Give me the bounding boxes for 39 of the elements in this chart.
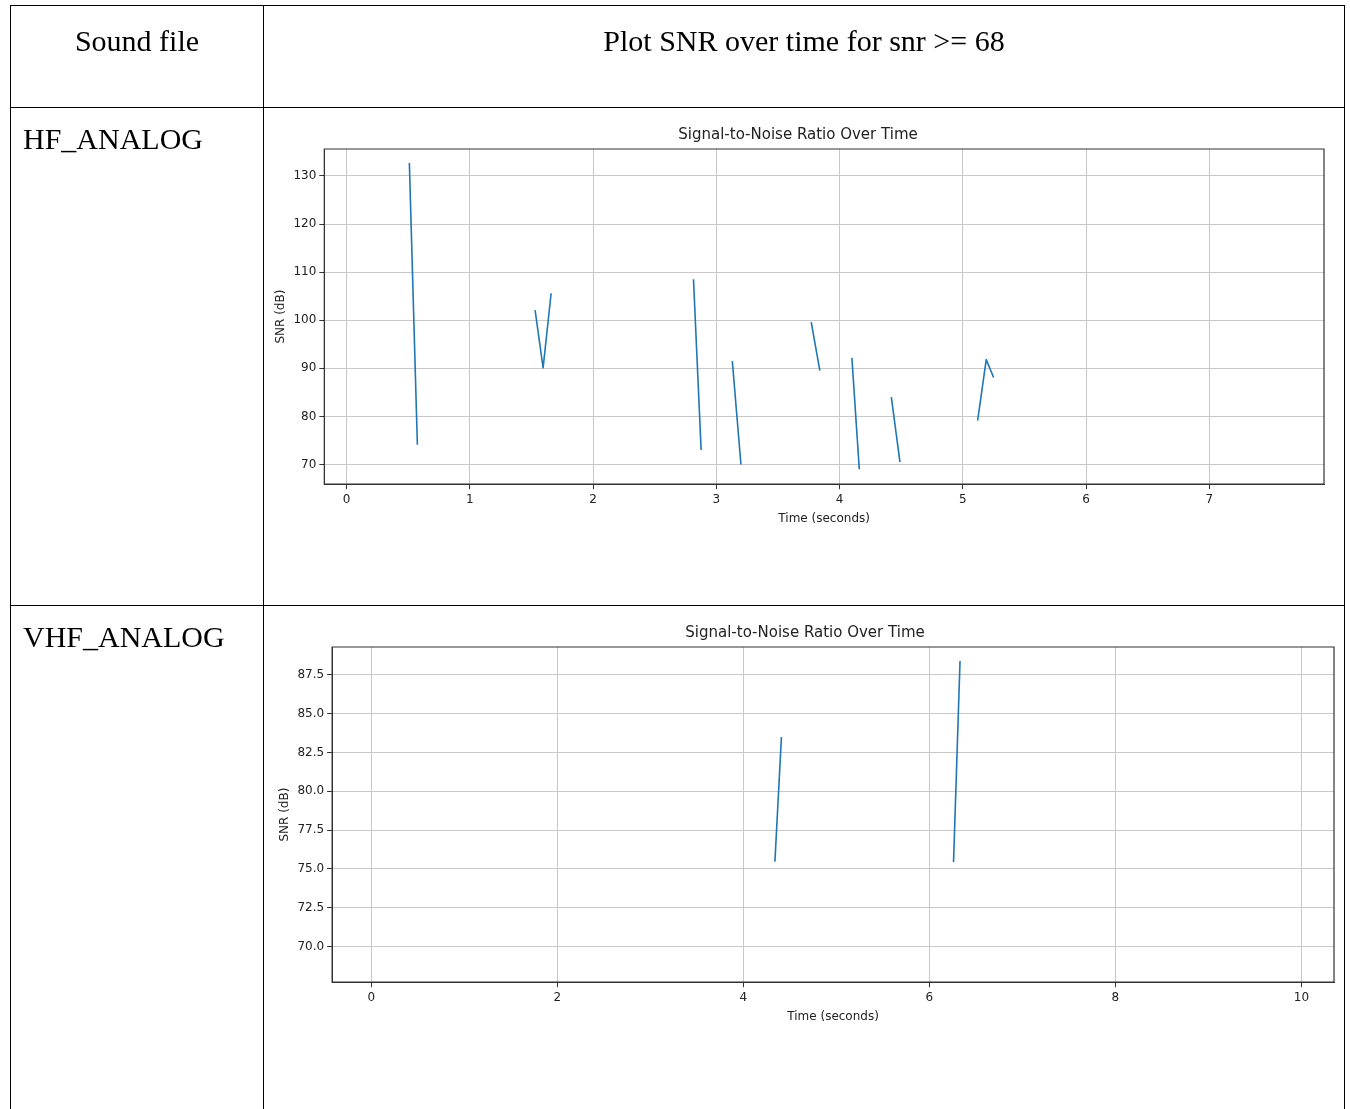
- x-tick-label: 7: [1205, 491, 1214, 506]
- y-tick-label: 75.0: [297, 861, 325, 876]
- text: Plot SNR over time for snr >= 68: [263, 5, 1345, 108]
- x-tick-label: 2: [553, 989, 562, 1004]
- text: HF_ANALOG: [10, 107, 264, 606]
- y-tick-label: 70.0: [297, 938, 325, 953]
- x-tick-label: 5: [959, 491, 967, 506]
- x-axis-title: Time (seconds): [777, 510, 870, 525]
- x-tick-label: 0: [342, 491, 351, 506]
- y-tick-label: 77.5: [297, 822, 325, 837]
- x-tick-label: 10: [1293, 989, 1310, 1004]
- x-tick-label: 6: [925, 989, 934, 1004]
- y-tick-label: 80: [301, 408, 317, 423]
- x-tick-label: 4: [739, 989, 748, 1004]
- x-tick-label: 3: [712, 491, 721, 506]
- y-tick-label: 130: [293, 168, 317, 183]
- y-tick-label: 70: [301, 456, 317, 471]
- chart-title: Signal-to-Noise Ratio Over Time: [685, 622, 925, 641]
- x-tick-label: 0: [367, 989, 376, 1004]
- x-tick-label: 6: [1082, 491, 1090, 506]
- y-tick-label: 87.5: [297, 667, 325, 682]
- y-tick-label: 90: [301, 360, 317, 375]
- x-axis-title: Time (seconds): [786, 1008, 879, 1023]
- y-axis-title: SNR (dB): [273, 289, 288, 344]
- y-tick-label: 72.5: [297, 899, 325, 914]
- x-tick-label: 2: [589, 491, 597, 506]
- y-tick-label: 120: [293, 216, 317, 231]
- y-tick-label: 85.0: [297, 705, 325, 720]
- x-tick-label: 8: [1111, 989, 1120, 1004]
- text: VHF_ANALOG: [10, 605, 264, 1109]
- x-tick-label: 4: [835, 491, 844, 506]
- y-tick-label: 110: [293, 264, 317, 279]
- y-tick-label: 100: [293, 312, 317, 327]
- chart-title: Signal-to-Noise Ratio Over Time: [678, 124, 918, 143]
- text: Sound file: [10, 5, 264, 108]
- y-tick-label: 80.0: [297, 783, 325, 798]
- x-tick-label: 1: [465, 491, 474, 506]
- y-axis-title: SNR (dB): [277, 787, 292, 842]
- y-tick-label: 82.5: [297, 744, 325, 759]
